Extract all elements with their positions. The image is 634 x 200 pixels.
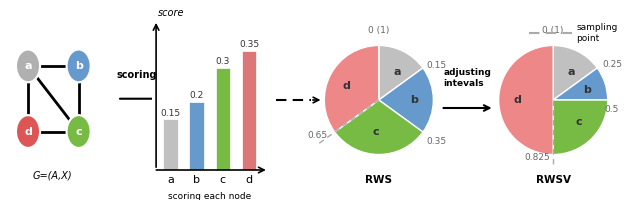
Circle shape — [67, 115, 91, 148]
Bar — [164, 119, 178, 170]
Wedge shape — [335, 100, 423, 155]
Wedge shape — [553, 68, 607, 100]
Text: a: a — [567, 67, 575, 77]
Wedge shape — [378, 68, 433, 132]
Text: 0.825: 0.825 — [525, 153, 550, 162]
Text: a: a — [24, 61, 32, 71]
Text: c: c — [75, 127, 82, 137]
Text: sampling
point: sampling point — [576, 23, 618, 43]
Text: b: b — [410, 95, 418, 105]
Text: G=(A,X): G=(A,X) — [32, 171, 72, 181]
Text: scoring each node: scoring each node — [168, 192, 252, 200]
Bar — [190, 102, 204, 170]
Text: 0.15: 0.15 — [160, 108, 181, 117]
Text: RWSV: RWSV — [536, 175, 571, 185]
Text: 0.25: 0.25 — [603, 60, 623, 69]
Wedge shape — [325, 45, 379, 132]
Circle shape — [67, 50, 91, 82]
Circle shape — [16, 50, 40, 82]
Wedge shape — [378, 45, 423, 100]
Text: 0 (1): 0 (1) — [368, 26, 389, 35]
Text: d: d — [343, 81, 351, 91]
Text: c: c — [372, 127, 378, 137]
Text: b: b — [75, 61, 82, 71]
Text: d: d — [24, 127, 32, 137]
Wedge shape — [553, 100, 607, 155]
Text: 0.35: 0.35 — [239, 40, 259, 49]
Text: adjusting
intevals: adjusting intevals — [443, 68, 491, 88]
Text: 0.3: 0.3 — [216, 57, 230, 66]
Text: RWS: RWS — [365, 175, 392, 185]
Text: a: a — [393, 67, 401, 77]
Text: d: d — [514, 95, 522, 105]
Text: 0.15: 0.15 — [427, 61, 446, 70]
Text: b: b — [583, 85, 591, 95]
Text: 0.2: 0.2 — [190, 91, 204, 100]
Text: 0 (1): 0 (1) — [543, 26, 564, 35]
Bar — [216, 68, 230, 170]
Wedge shape — [498, 45, 553, 155]
Text: 0.35: 0.35 — [427, 137, 446, 146]
Text: 0.5: 0.5 — [605, 105, 619, 114]
Bar — [242, 51, 256, 170]
Text: score: score — [157, 8, 184, 18]
Text: c: c — [576, 117, 582, 127]
Circle shape — [16, 115, 40, 148]
Text: scoring: scoring — [116, 70, 157, 80]
Wedge shape — [553, 45, 597, 100]
Text: 0.65: 0.65 — [307, 131, 328, 140]
